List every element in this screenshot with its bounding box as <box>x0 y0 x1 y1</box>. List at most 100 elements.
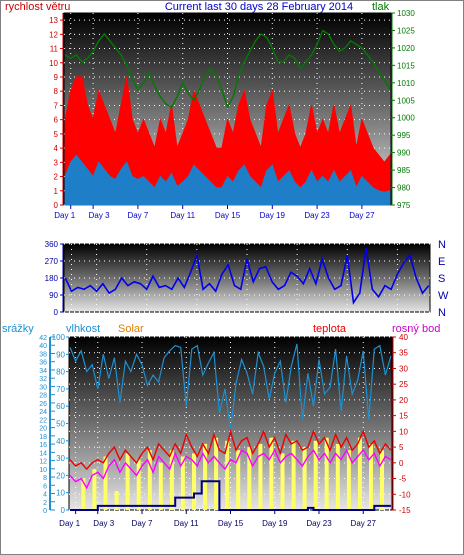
solar-bar <box>313 440 318 510</box>
x-tick-label: Day 19 <box>260 211 286 220</box>
precip-tick-label: 24 <box>39 409 47 416</box>
solar-bar <box>280 453 285 510</box>
x-tick-label: Day 3 <box>89 211 110 220</box>
wind-direction-line <box>64 247 430 305</box>
right-tick-label: 1000 <box>397 114 415 123</box>
temp-tick-label: 30 <box>399 364 408 373</box>
left-tick-label: 180 <box>45 274 59 283</box>
precip-tick-label: 42 <box>39 335 47 342</box>
label-temp: teplota <box>313 323 347 335</box>
humidity-tick-label: 40 <box>56 437 65 446</box>
right-axis-1: 975 980 985 990 995 1000 1005 1010 1015 1020 1025 1… <box>391 9 415 210</box>
precip-tick-label: 28 <box>39 393 47 400</box>
x-tick-label: Day 7 <box>127 211 148 220</box>
pressure-line <box>64 29 391 110</box>
series-group-2 <box>64 247 430 305</box>
solar-bar <box>214 437 219 510</box>
solar-bar <box>92 469 97 510</box>
left-tick-label: 3 <box>54 158 59 167</box>
right-tick-label: 995 <box>397 131 411 140</box>
solar-bar <box>192 453 196 510</box>
left-tick-label: 6 <box>54 116 59 125</box>
wind-pressure-chart: Current last 30 days 28 February 2014 ry… <box>5 1 415 220</box>
solar-bar <box>180 456 185 510</box>
right-tick-label: 1005 <box>397 96 415 105</box>
humidity-tick-label: 70 <box>56 385 65 394</box>
x-tick-label: Day 3 <box>93 519 114 528</box>
left-tick-label: 13 <box>49 16 58 25</box>
x-tick-label: Day 1 <box>54 211 75 220</box>
compass-label: W <box>438 290 449 302</box>
left-tick-label: 7 <box>54 101 59 110</box>
precip-tick-label: 22 <box>39 417 47 424</box>
temp-tick-label: 10 <box>399 427 408 436</box>
left-tick-label: 270 <box>45 257 59 266</box>
solar-bar <box>158 462 163 510</box>
precip-tick-label: 0 <box>43 508 47 515</box>
right-axis-label-pressure: tlak <box>372 1 390 13</box>
temperature-axis: -15 -10 -5 0 5 10 15 20 25 30 35 40 <box>392 333 411 515</box>
x-tick-label: Day 23 <box>304 211 330 220</box>
x-tick-label: Day 27 <box>351 519 377 528</box>
temp-tick-label: 40 <box>399 333 408 342</box>
solar-bar <box>147 450 152 510</box>
temp-tick-label: 25 <box>399 380 408 389</box>
label-dew: rosný bod <box>392 323 440 335</box>
temp-tick-label: -5 <box>399 475 407 484</box>
label-precip: srážky <box>2 323 34 335</box>
temp-tick-label: 20 <box>399 396 408 405</box>
solar-bar <box>291 440 296 510</box>
temp-tick-label: 15 <box>399 412 408 421</box>
precip-tick-label: 8 <box>43 475 47 482</box>
compass-label: E <box>438 256 445 268</box>
humidity-axis: 0 10 20 30 40 50 60 70 80 90 100 <box>52 333 69 515</box>
gust-area <box>64 76 391 206</box>
solar-bar <box>346 450 351 510</box>
left-tick-label: 12 <box>49 30 58 39</box>
temp-tick-label: -10 <box>399 490 411 499</box>
left-tick-label: 2 <box>54 173 59 182</box>
precip-tick-label: 18 <box>39 434 47 441</box>
solar-bar <box>380 450 384 510</box>
right-tick-label: 980 <box>397 184 411 193</box>
x-tick-label: Day 19 <box>262 519 288 528</box>
right-tick-label: 1025 <box>397 26 415 35</box>
precip-tick-label: 10 <box>39 467 47 474</box>
left-tick-label: 0 <box>54 201 59 210</box>
left-tick-label: 1 <box>54 187 59 196</box>
solar-bar <box>236 450 241 510</box>
right-tick-label: 1020 <box>397 44 415 53</box>
solar-bar <box>324 437 329 510</box>
precip-tick-label: 34 <box>39 368 47 375</box>
temperature-line <box>69 428 392 471</box>
humidity-tick-label: 20 <box>56 471 65 480</box>
x-axis-1: Day 1 Day 3 Day 7 Day 11 Day 15 Day 19 Day 23 D… <box>54 205 375 220</box>
right-tick-label: 1030 <box>397 9 415 18</box>
humidity-tick-label: 0 <box>61 506 66 515</box>
temp-tick-label: -15 <box>399 506 411 515</box>
precip-tick-label: 2 <box>43 500 47 507</box>
label-humidity: vlhkost <box>66 323 100 335</box>
series-group-3 <box>69 343 392 511</box>
solar-bar <box>247 447 252 510</box>
x-tick-label: Day 11 <box>174 519 199 528</box>
precip-tick-label: 36 <box>39 360 47 367</box>
x-tick-label: Day 15 <box>215 211 241 220</box>
wind-avg-area <box>64 154 391 206</box>
humidity-tick-label: 80 <box>56 368 65 377</box>
left-tick-label: 0 <box>54 308 59 317</box>
precip-tick-label: 32 <box>39 376 47 383</box>
left-axis-2: 0 90 180 270 360 <box>45 240 64 317</box>
x-tick-label: Day 15 <box>218 519 244 528</box>
x-axis-3: Day 1 Day 3 Day 7 Day 11 Day 15 Day 19 Day 23 D… <box>59 510 376 528</box>
x-tick-label: Day 11 <box>170 211 195 220</box>
humidity-tick-label: 10 <box>56 489 65 498</box>
solar-bar <box>335 443 340 510</box>
precip-tick-label: 30 <box>39 384 47 391</box>
label-solar: Solar <box>118 323 144 335</box>
temperature-humidity-chart: srážky vlhkost Solar teplota rosný bod 0… <box>2 323 440 528</box>
